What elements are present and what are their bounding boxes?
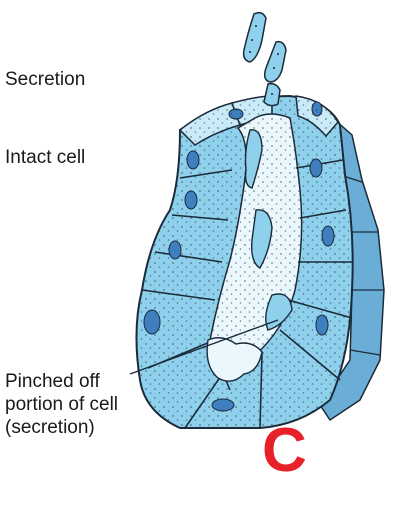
label-secretion: Secretion <box>5 69 86 90</box>
pinched-off-portion <box>206 337 263 382</box>
secretion-droplets <box>242 11 287 107</box>
nuclei <box>143 150 335 412</box>
label-pinched-off-portion: Pinched off portion of cell (secretion) <box>5 370 118 439</box>
label-pinched-line3: (secretion) <box>5 417 95 438</box>
label-intact-cell: Intact cell <box>5 147 86 168</box>
pinched-leader-line <box>129 319 279 375</box>
panel-letter: C <box>262 416 307 485</box>
label-pinched-line2: portion of cell <box>5 394 119 415</box>
label-pinched-line1: Pinched off <box>5 371 100 392</box>
lumen-secretion <box>244 129 293 331</box>
